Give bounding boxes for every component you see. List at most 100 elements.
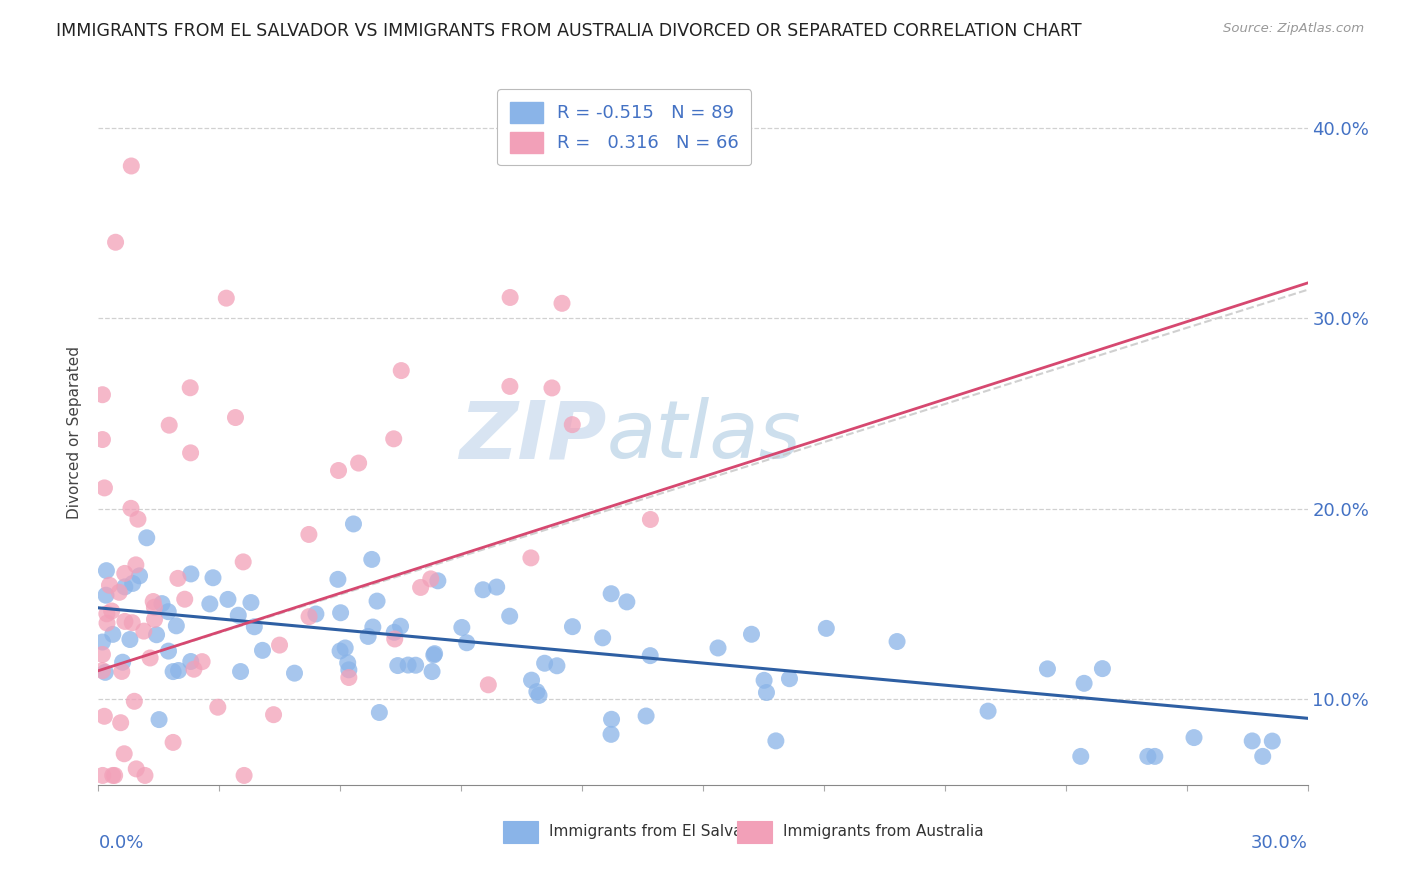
Point: [546, 658, 568, 673]
Point: [179, 381, 201, 395]
Point: [337, 671, 360, 685]
Point: [335, 640, 357, 655]
Point: [111, 655, 134, 669]
Point: [527, 689, 550, 703]
Point: [121, 615, 143, 630]
Point: [104, 235, 127, 250]
Point: [98, 578, 121, 592]
Text: 0.0%: 0.0%: [98, 834, 143, 852]
Point: [389, 619, 412, 633]
Point: [134, 768, 156, 782]
Text: atlas: atlas: [606, 397, 801, 475]
Point: [157, 418, 180, 433]
Point: [96, 607, 118, 621]
Point: [91, 768, 114, 782]
Point: [1036, 662, 1059, 676]
Point: [132, 624, 155, 639]
Point: [600, 587, 623, 601]
Point: [326, 572, 349, 586]
Point: [157, 605, 180, 619]
Point: [94, 588, 117, 602]
Point: [114, 566, 136, 581]
Point: [124, 694, 146, 708]
Point: [423, 648, 446, 662]
Text: ZIP: ZIP: [458, 397, 606, 475]
Point: [233, 768, 256, 782]
Point: [91, 635, 114, 649]
Point: [640, 512, 662, 526]
Point: [561, 417, 583, 432]
Point: [329, 606, 352, 620]
Point: [100, 604, 122, 618]
Point: [456, 636, 478, 650]
Point: [342, 516, 364, 531]
Point: [239, 596, 262, 610]
Text: IMMIGRANTS FROM EL SALVADOR VS IMMIGRANTS FROM AUSTRALIA DIVORCED OR SEPARATED C: IMMIGRANTS FROM EL SALVADOR VS IMMIGRANT…: [56, 22, 1081, 40]
Point: [150, 597, 173, 611]
Point: [142, 594, 165, 608]
Point: [337, 663, 360, 677]
Point: [533, 657, 555, 671]
Point: [420, 665, 443, 679]
Point: [125, 558, 148, 572]
Point: [104, 768, 127, 782]
Point: [93, 709, 115, 723]
Point: [886, 634, 908, 648]
Point: [229, 665, 252, 679]
Point: [135, 531, 157, 545]
Point: [121, 576, 143, 591]
Point: [499, 609, 522, 624]
Point: [232, 555, 254, 569]
Point: [283, 666, 305, 681]
Point: [91, 387, 114, 401]
Point: [755, 685, 778, 699]
Point: [600, 712, 623, 726]
Point: [111, 665, 134, 679]
Point: [815, 621, 838, 635]
Point: [173, 592, 195, 607]
Point: [541, 381, 564, 395]
Point: [217, 592, 239, 607]
Point: [1070, 749, 1092, 764]
Point: [215, 291, 238, 305]
Point: [1091, 662, 1114, 676]
Point: [765, 734, 787, 748]
Point: [387, 658, 409, 673]
Point: [180, 655, 202, 669]
Point: [1143, 749, 1166, 764]
Point: [201, 571, 224, 585]
Point: [450, 620, 472, 634]
Point: [409, 581, 432, 595]
Point: [636, 709, 658, 723]
Point: [368, 706, 391, 720]
Point: [526, 684, 548, 698]
Point: [110, 715, 132, 730]
Point: [384, 632, 406, 646]
Point: [485, 580, 508, 594]
Text: 30.0%: 30.0%: [1251, 834, 1308, 852]
Point: [361, 620, 384, 634]
Point: [419, 572, 441, 586]
Point: [167, 664, 190, 678]
Point: [183, 662, 205, 676]
Point: [91, 433, 114, 447]
Point: [1182, 731, 1205, 745]
Point: [120, 501, 142, 516]
Point: [101, 627, 124, 641]
Point: [162, 735, 184, 749]
Point: [252, 643, 274, 657]
Text: Source: ZipAtlas.com: Source: ZipAtlas.com: [1223, 22, 1364, 36]
Point: [101, 768, 124, 782]
Point: [108, 585, 131, 599]
Point: [226, 608, 249, 623]
Point: [145, 628, 167, 642]
Point: [360, 552, 382, 566]
Point: [180, 566, 202, 581]
Point: [165, 619, 187, 633]
Point: [638, 648, 661, 663]
Point: [707, 640, 730, 655]
Point: [96, 616, 118, 631]
Point: [329, 644, 352, 658]
Point: [91, 664, 114, 678]
Point: [120, 159, 142, 173]
